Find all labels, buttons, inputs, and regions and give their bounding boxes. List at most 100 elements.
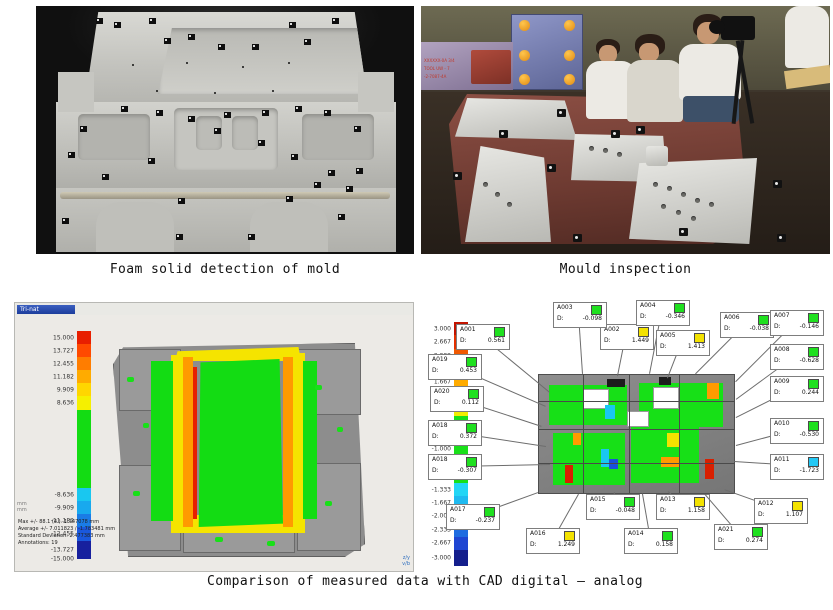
annotation-box[interactable]: A002 D: 1.449	[600, 324, 654, 350]
annotation-deviation-value: 0.453	[459, 367, 477, 374]
face	[599, 45, 617, 63]
annotation-box[interactable]: A009 D: 0.244	[770, 376, 824, 402]
bolt-hole	[661, 204, 666, 209]
reference-dot	[186, 62, 188, 64]
annotation-box[interactable]: A015 D: -0.048	[586, 494, 640, 520]
photogrammetry-marker	[68, 152, 75, 158]
annotation-color-chip	[808, 457, 819, 467]
coded-target-marker	[499, 130, 508, 138]
statistics-line: Max +/- 88.1 (4.) -1.747078 mm	[18, 519, 100, 525]
bolt-hole	[709, 202, 714, 207]
photogrammetry-marker	[102, 174, 109, 180]
annotation-box[interactable]: A018 D: 0.372	[428, 420, 482, 446]
deviation-band-orange-left	[183, 357, 193, 527]
annotation-deviation-value: -0.307	[457, 467, 477, 474]
annotation-deviation-label: D:	[432, 467, 439, 474]
deviation-orange	[661, 457, 679, 467]
annotation-box[interactable]: A017 D: -0.237	[446, 504, 500, 530]
annotation-box[interactable]: A011 D: -1.723	[770, 454, 824, 480]
colorbar-segment	[77, 488, 91, 502]
mesh-line	[629, 375, 630, 493]
annotation-deviation-value: -0.530	[799, 431, 819, 438]
annotation-color-chip	[564, 531, 575, 541]
red-fixture-block	[471, 50, 511, 84]
annotation-deviation-label: D:	[557, 315, 564, 322]
photogrammetry-marker	[224, 112, 231, 118]
annotation-color-chip	[808, 347, 819, 357]
colorbar-tick-label: 13.727	[53, 347, 74, 355]
annotation-deviation-label: D:	[590, 507, 597, 514]
bolt-hole	[603, 148, 608, 153]
annotation-color-chip	[674, 303, 685, 313]
masked-region	[653, 387, 679, 409]
caption-foam: Foam solid detection of mold	[109, 262, 341, 277]
aluminium-part-right	[629, 158, 757, 244]
photogrammetry-marker	[188, 116, 195, 122]
annotation-box[interactable]: A019 D: 0.453	[428, 354, 482, 380]
annotation-box[interactable]: A018 D: -0.307	[428, 454, 482, 480]
annotation-deviation-value: 0.244	[801, 389, 819, 396]
foam-solid-photo	[36, 6, 414, 254]
colorbar-tick-label: -2.333	[431, 526, 451, 534]
photogrammetry-marker	[324, 110, 331, 116]
annotation-deviation-value: -0.628	[799, 357, 819, 364]
annotation-box[interactable]: A012 D: 1.107	[754, 498, 808, 524]
mesh-line	[539, 401, 734, 402]
colorbar-segment	[454, 536, 468, 550]
annotation-id: A006	[724, 314, 740, 321]
annotation-box[interactable]: A004 D: -0.346	[636, 300, 690, 326]
statistics-line: Standard Deviation: 2.477383 mm	[18, 533, 105, 539]
cad-comparison-view: 3.0002.6672.3332.0001.6671.3331.000-1.00…	[418, 296, 832, 570]
annotation-deviation-label: D:	[460, 337, 467, 344]
fixture-label-text: TOOL UW - 7	[424, 66, 450, 71]
annotation-id: A007	[774, 312, 790, 319]
photogrammetry-marker	[218, 44, 225, 50]
annotation-box[interactable]: A006 D: -0.038	[720, 312, 774, 338]
annotation-box[interactable]: A007 D: -0.146	[770, 310, 824, 336]
annotation-box[interactable]: A010 D: -0.530	[770, 418, 824, 444]
annotation-box[interactable]: A008 D: -0.628	[770, 344, 824, 370]
photogrammetry-marker	[114, 22, 121, 28]
colorbar-tick-label: -11.182	[50, 517, 74, 525]
deviation-yellow	[667, 433, 679, 447]
clamp-knob	[519, 50, 530, 61]
mold-upper-section	[84, 12, 369, 108]
annotation-color-chip	[494, 327, 505, 337]
shirt	[679, 44, 741, 100]
bolt-hole	[653, 182, 658, 187]
deviation-band-orange-right	[283, 357, 293, 527]
shirt	[785, 6, 829, 68]
colorbar-tick-label: -1.000	[431, 445, 451, 453]
annotation-box[interactable]: A020 D: 0.112	[430, 386, 484, 412]
annotation-box[interactable]: A016 D: 1.249	[526, 528, 580, 554]
annotation-box[interactable]: A021 D: 0.274	[714, 524, 768, 550]
colorbar-tick-label: 12.455	[53, 360, 74, 368]
photogrammetry-marker	[262, 110, 269, 116]
photogrammetry-marker	[148, 158, 155, 164]
annotation-color-chip	[624, 497, 635, 507]
colorbar-tick-label: -1.667	[431, 499, 451, 507]
mold-post-left	[58, 72, 94, 112]
annotation-box[interactable]: A005 D: 1.413	[656, 330, 710, 356]
annotation-box[interactable]: A014 D: 0.158	[624, 528, 678, 554]
colorbar-segment	[77, 527, 91, 541]
annotation-id: A015	[590, 496, 606, 503]
annotation-deviation-label: D:	[660, 343, 667, 350]
annotation-color-chip	[638, 327, 649, 337]
colorbar-tick-label: 15.000	[53, 334, 74, 342]
colorbar-segment	[77, 396, 91, 410]
annotation-box[interactable]: A003 D: -0.098	[553, 302, 607, 328]
photogrammetry-marker	[328, 170, 335, 176]
annotation-deviation-value: 0.274	[745, 537, 763, 544]
annotation-deviation-label: D:	[774, 389, 781, 396]
bolt-hole	[495, 192, 500, 197]
colorbar-tick-label: 1.667	[433, 378, 451, 386]
annotation-box[interactable]: A001 D: 0.561	[456, 324, 510, 350]
photogrammetry-marker	[188, 34, 195, 40]
colorbar-tick-label: -8.636	[54, 491, 74, 499]
annotation-deviation-value: -0.048	[615, 507, 635, 514]
colorbar-tick-label: -2.667	[431, 539, 451, 547]
annotation-box[interactable]: A013 D: 1.158	[656, 494, 710, 520]
deviation-spot	[337, 427, 343, 432]
annotation-color-chip	[752, 527, 763, 537]
